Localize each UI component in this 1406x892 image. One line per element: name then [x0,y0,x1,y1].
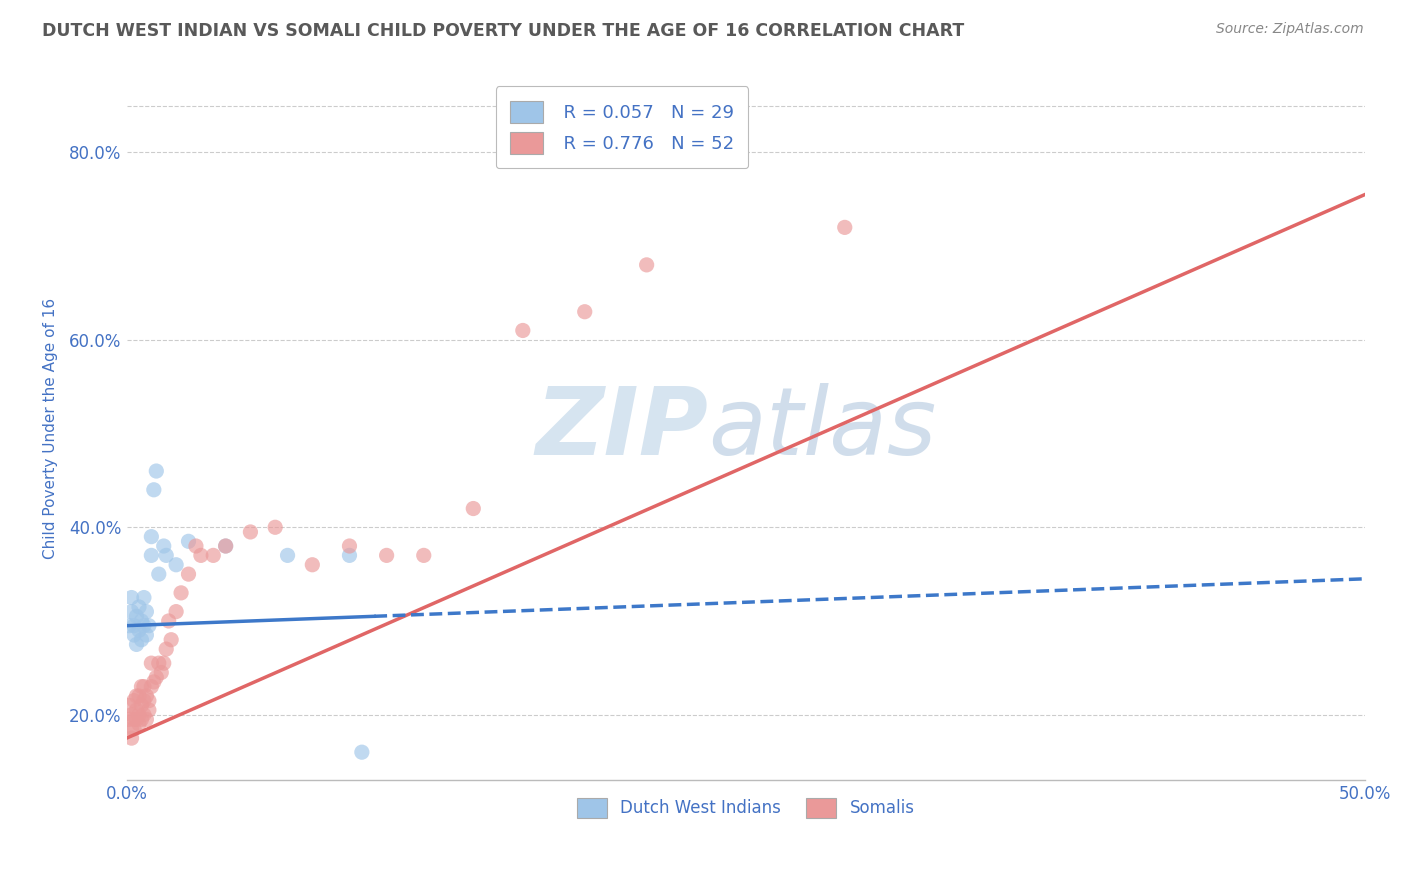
Point [160,632,183,647]
Point [152,539,174,553]
Point [834,220,856,235]
Y-axis label: Child Poverty Under the Age of 16: Child Poverty Under the Age of 16 [44,298,58,559]
Point [148,567,170,582]
Point [165,605,187,619]
Point [121,605,143,619]
Point [264,520,287,534]
Point [135,712,157,726]
Point [636,258,658,272]
Point [138,618,160,632]
Point [122,722,145,736]
Legend: Dutch West Indians, Somalis: Dutch West Indians, Somalis [571,791,921,825]
Point [412,549,434,563]
Point [155,642,177,657]
Point [375,549,398,563]
Point [142,483,165,497]
Point [142,674,165,689]
Point [122,618,145,632]
Point [121,731,143,745]
Point [131,680,153,694]
Point [122,628,145,642]
Point [132,591,155,605]
Point [277,549,299,563]
Point [141,656,163,670]
Point [118,698,141,713]
Text: Source: ZipAtlas.com: Source: ZipAtlas.com [1216,22,1364,37]
Point [128,707,150,722]
Point [131,698,153,713]
Point [145,464,167,478]
Point [122,693,145,707]
Point [339,539,361,553]
Point [132,707,155,722]
Point [177,534,200,549]
Point [131,614,153,628]
Point [339,549,361,563]
Point [121,591,143,605]
Point [128,717,150,731]
Point [155,549,177,563]
Point [214,539,236,553]
Point [131,632,153,647]
Point [122,712,145,726]
Point [121,707,143,722]
Point [135,605,157,619]
Point [141,680,163,694]
Text: ZIP: ZIP [536,383,709,475]
Point [128,624,150,638]
Point [128,599,150,614]
Point [152,656,174,670]
Point [125,689,148,703]
Point [148,656,170,670]
Point [125,703,148,717]
Text: atlas: atlas [709,384,936,475]
Point [157,614,180,628]
Point [131,712,153,726]
Point [239,524,262,539]
Point [190,549,212,563]
Point [125,637,148,651]
Point [301,558,323,572]
Point [118,712,141,726]
Point [138,693,160,707]
Point [214,539,236,553]
Point [121,722,143,736]
Point [128,689,150,703]
Point [512,323,534,337]
Point [125,609,148,624]
Point [350,745,373,759]
Point [170,586,193,600]
Point [132,618,155,632]
Point [135,628,157,642]
Point [132,680,155,694]
Point [135,689,157,703]
Point [150,665,173,680]
Point [118,618,141,632]
Point [177,567,200,582]
Point [141,549,163,563]
Text: DUTCH WEST INDIAN VS SOMALI CHILD POVERTY UNDER THE AGE OF 16 CORRELATION CHART: DUTCH WEST INDIAN VS SOMALI CHILD POVERT… [42,22,965,40]
Point [165,558,187,572]
Point [145,670,167,684]
Point [132,693,155,707]
Point [184,539,207,553]
Point [202,549,225,563]
Point [574,304,596,318]
Point [141,530,163,544]
Point [463,501,485,516]
Point [125,712,148,726]
Point [138,703,160,717]
